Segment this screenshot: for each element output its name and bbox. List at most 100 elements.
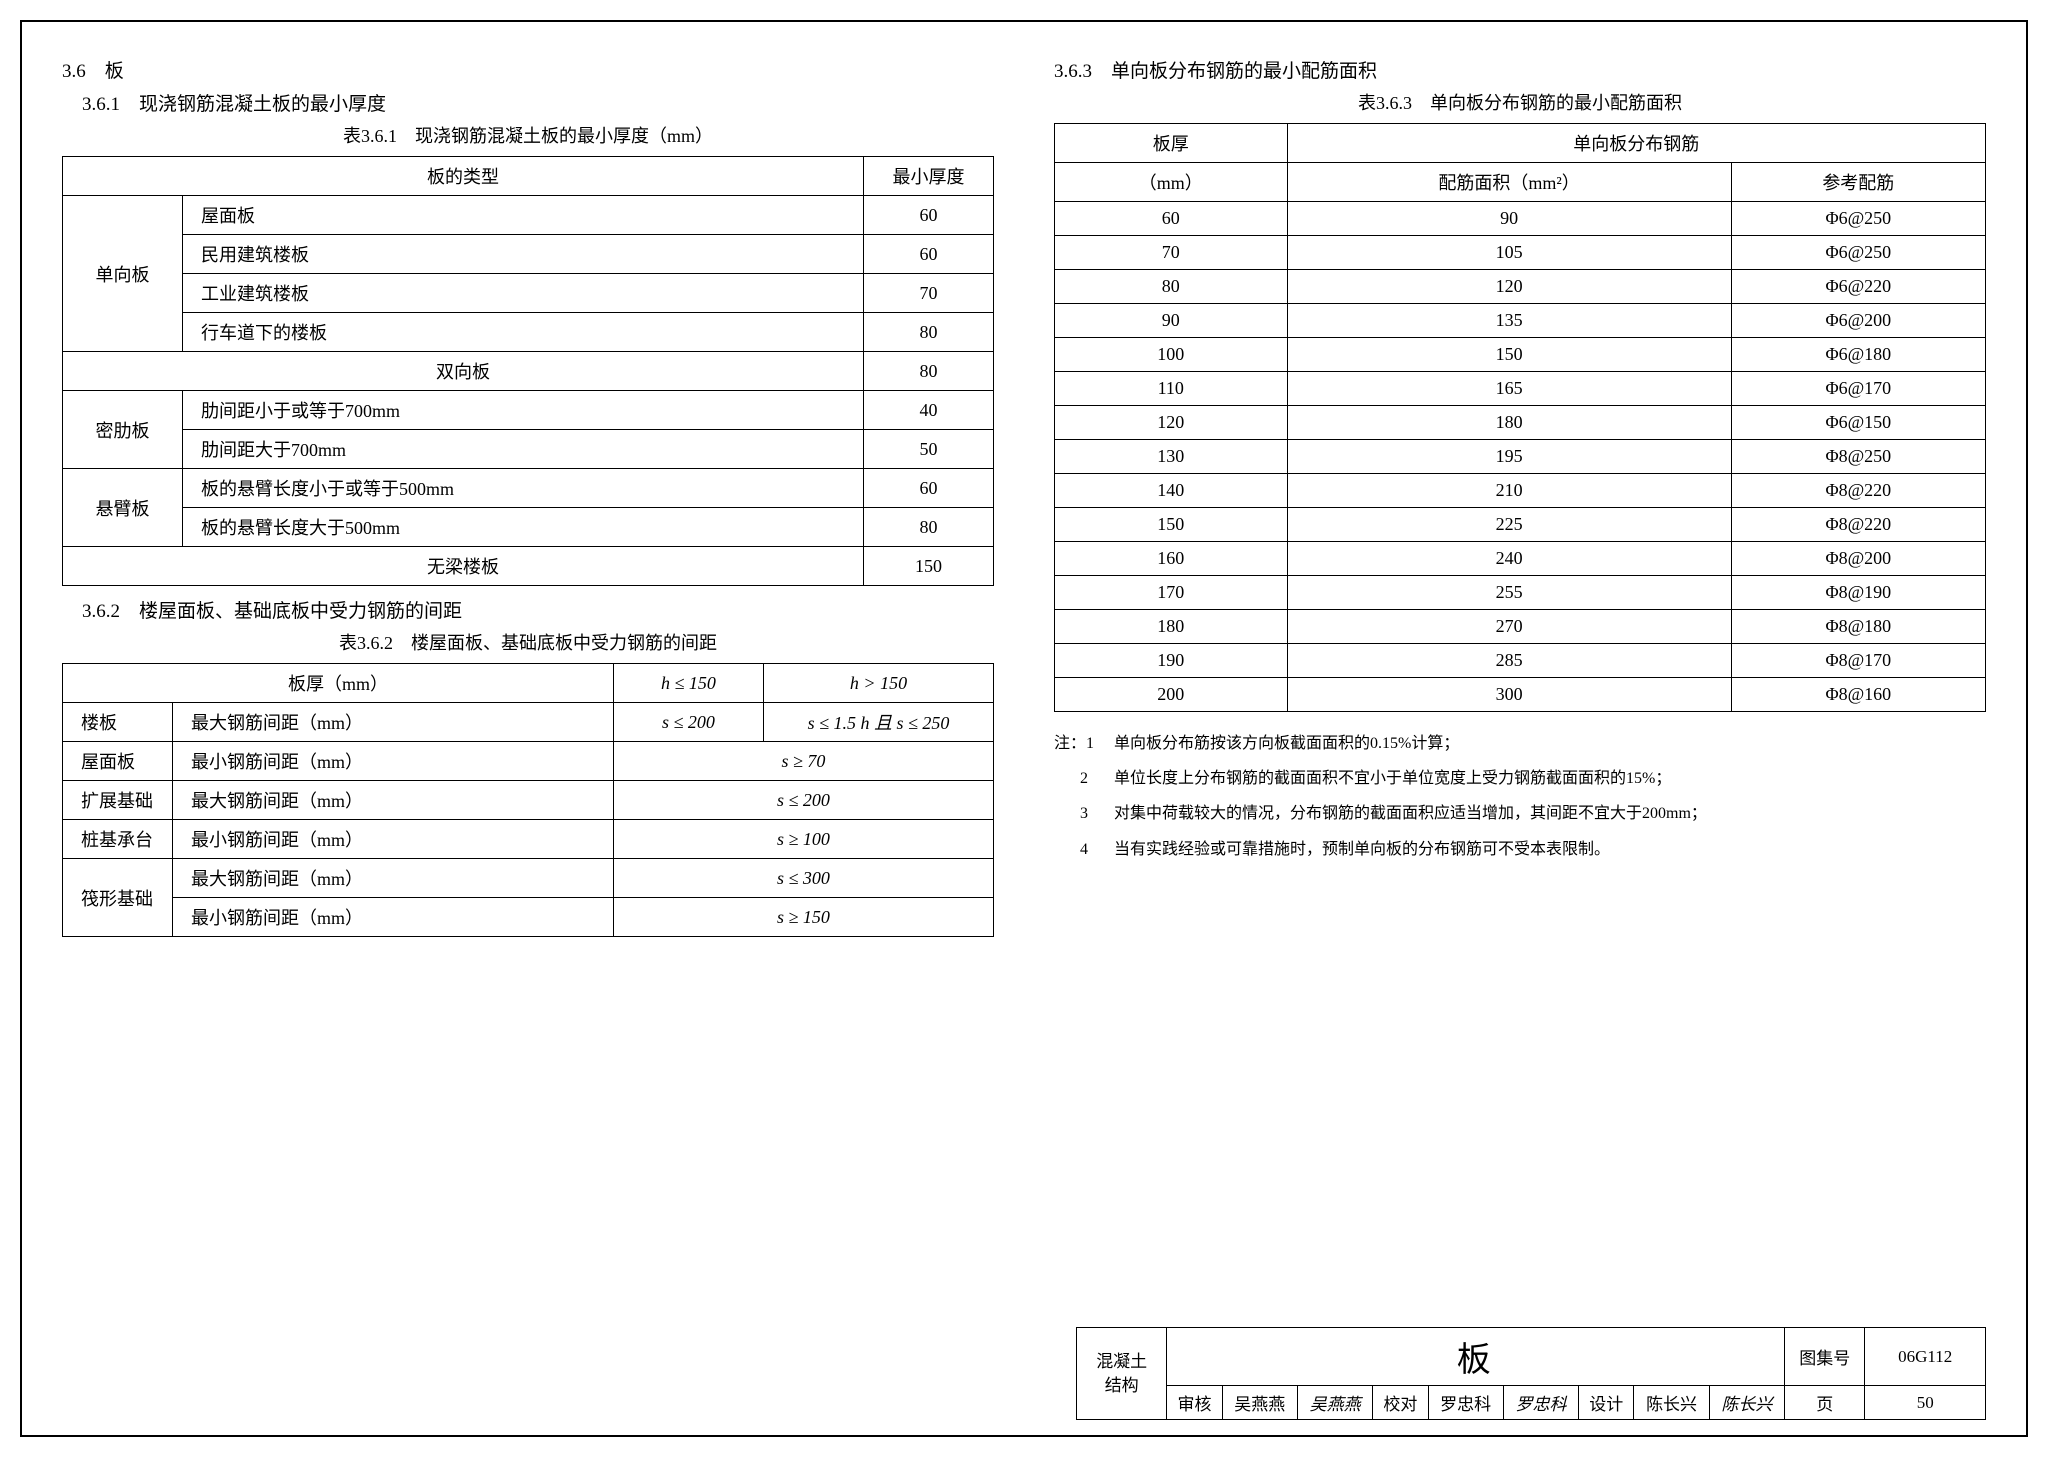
category-one-way: 单向板 [63,196,183,352]
note-line: 注：1 单向板分布筋按该方向板截面面积的0.15%计算； [1054,726,1986,761]
project-label: 混凝土结构 [1077,1328,1167,1420]
checker-signature: 罗忠科 [1503,1386,1578,1420]
table-row: 120180Φ6@150 [1055,406,1986,440]
table-row: 板厚 单向板分布钢筋 [1055,124,1986,163]
table-row: 170255Φ8@190 [1055,576,1986,610]
cell-value: 40 [864,391,994,430]
checker-name: 罗忠科 [1428,1386,1503,1420]
header-dist-rebar: 单向板分布钢筋 [1287,124,1986,163]
table-row: 板厚（mm） h ≤ 150 h > 150 [63,664,994,703]
cell-value: Φ8@180 [1731,610,1985,644]
reviewer-label: 审核 [1167,1386,1222,1420]
cell-value: s ≥ 70 [614,742,994,781]
cell-value: Φ8@170 [1731,644,1985,678]
cell-value: 150 [1055,508,1288,542]
cell-value: Φ6@220 [1731,270,1985,304]
header-thickness: 板厚（mm） [63,664,614,703]
category-cantilever: 悬臂板 [63,469,183,547]
cell-value: 285 [1287,644,1731,678]
notes-block: 注：1 单向板分布筋按该方向板截面面积的0.15%计算； 2 单位长度上分布钢筋… [1054,726,1986,867]
cell-value: Φ6@250 [1731,202,1985,236]
cell-value: 170 [1055,576,1288,610]
section-3-6-3-heading: 3.6.3 单向板分布钢筋的最小配筋面积 [1054,56,1986,83]
section-3-6-heading: 3.6 板 [62,56,994,83]
cell-label: 最小钢筋间距（mm） [173,742,614,781]
two-column-layout: 3.6 板 3.6.1 现浇钢筋混凝土板的最小厚度 表3.6.1 现浇钢筋混凝土… [62,52,1986,937]
table-row: 密肋板 肋间距小于或等于700mm 40 [63,391,994,430]
table-row: 桩基承台 最小钢筋间距（mm） s ≥ 100 [63,820,994,859]
cell-value: Φ6@180 [1731,338,1985,372]
header-thickness: 最小厚度 [864,157,994,196]
header-h-le: h ≤ 150 [614,664,764,703]
title-block: 混凝土结构 板 图集号 06G112 审核 吴燕燕 吴燕燕 校对 罗忠科 罗忠科… [1076,1327,1986,1420]
note-line: 2 单位长度上分布钢筋的截面面积不宜小于单位宽度上受力钢筋截面面积的15%； [1054,761,1986,796]
cell-cat: 屋面板 [63,742,173,781]
cell-value: 70 [1055,236,1288,270]
header-mm: （mm） [1055,163,1288,202]
table-row: 筏形基础 最大钢筋间距（mm） s ≤ 300 [63,859,994,898]
cell-value: 180 [1055,610,1288,644]
cell-value: 120 [1055,406,1288,440]
table-row: 100150Φ6@180 [1055,338,1986,372]
table-row: 160240Φ8@200 [1055,542,1986,576]
cell-value: 130 [1055,440,1288,474]
table-row: 行车道下的楼板 80 [63,313,994,352]
cell-value: 150 [1287,338,1731,372]
set-number-value: 06G112 [1865,1328,1986,1386]
cell-value: s ≥ 100 [614,820,994,859]
title-block-table: 混凝土结构 板 图集号 06G112 审核 吴燕燕 吴燕燕 校对 罗忠科 罗忠科… [1076,1327,1986,1420]
table-row: 单向板 屋面板 60 [63,196,994,235]
table-row: 90135Φ6@200 [1055,304,1986,338]
cell-value: Φ8@220 [1731,508,1985,542]
header-area: 配筋面积（mm²） [1287,163,1731,202]
table-row: 板的类型 最小厚度 [63,157,994,196]
table-row: （mm） 配筋面积（mm²） 参考配筋 [1055,163,1986,202]
cell-name: 工业建筑楼板 [183,274,864,313]
cell-value: Φ6@200 [1731,304,1985,338]
cell-label: 最小钢筋间距（mm） [173,820,614,859]
cell-value: 50 [864,430,994,469]
cell-cat: 楼板 [63,703,173,742]
cell-cat: 桩基承台 [63,820,173,859]
note-text: 对集中荷载较大的情况，分布钢筋的截面面积应适当增加，其间距不宜大于200mm； [1114,796,1707,831]
table-row: 审核 吴燕燕 吴燕燕 校对 罗忠科 罗忠科 设计陈长兴陈长兴页 50 [1077,1386,1986,1420]
cell-value: 140 [1055,474,1288,508]
designer-label: 设计 [1579,1386,1634,1420]
cell-value: 110 [1055,372,1288,406]
cell-value: 150 [864,547,994,586]
cell-label: 最大钢筋间距（mm） [173,703,614,742]
cell-value: 255 [1287,576,1731,610]
cell-value: 225 [1287,508,1731,542]
cell-name: 屋面板 [183,196,864,235]
cell-name: 民用建筑楼板 [183,235,864,274]
set-number-label: 图集号 [1785,1328,1865,1386]
table-row: 肋间距大于700mm 50 [63,430,994,469]
table-3-6-2: 板厚（mm） h ≤ 150 h > 150 楼板 最大钢筋间距（mm） s ≤… [62,663,994,937]
cell-value: 90 [1055,304,1288,338]
left-column: 3.6 板 3.6.1 现浇钢筋混凝土板的最小厚度 表3.6.1 现浇钢筋混凝土… [62,52,994,937]
cell-name: 双向板 [63,352,864,391]
cell-value: Φ6@150 [1731,406,1985,440]
reviewer-name: 吴燕燕 [1222,1386,1297,1420]
table-3-6-3: 板厚 单向板分布钢筋 （mm） 配筋面积（mm²） 参考配筋 6090Φ6@25… [1054,123,1986,712]
cell-label: 最大钢筋间距（mm） [173,781,614,820]
cell-value: 120 [1287,270,1731,304]
cell-value: Φ6@250 [1731,236,1985,270]
table-row: 无梁楼板 150 [63,547,994,586]
cell-value: 270 [1287,610,1731,644]
table-row: 190285Φ8@170 [1055,644,1986,678]
table-row: 板的悬臂长度大于500mm 80 [63,508,994,547]
table-row: 扩展基础 最大钢筋间距（mm） s ≤ 200 [63,781,994,820]
cell-value: Φ8@250 [1731,440,1985,474]
table-row: 80120Φ6@220 [1055,270,1986,304]
cell-value: 195 [1287,440,1731,474]
cell-value: 240 [1287,542,1731,576]
cell-value: Φ8@160 [1731,678,1985,712]
table-row: 130195Φ8@250 [1055,440,1986,474]
cell-name: 肋间距大于700mm [183,430,864,469]
cell-name: 肋间距小于或等于700mm [183,391,864,430]
table-row: 140210Φ8@220 [1055,474,1986,508]
cell-value: s ≤ 200 [614,703,764,742]
table-3-6-2-title: 表3.6.2 楼屋面板、基础底板中受力钢筋的间距 [62,629,994,655]
table-row: 民用建筑楼板 60 [63,235,994,274]
